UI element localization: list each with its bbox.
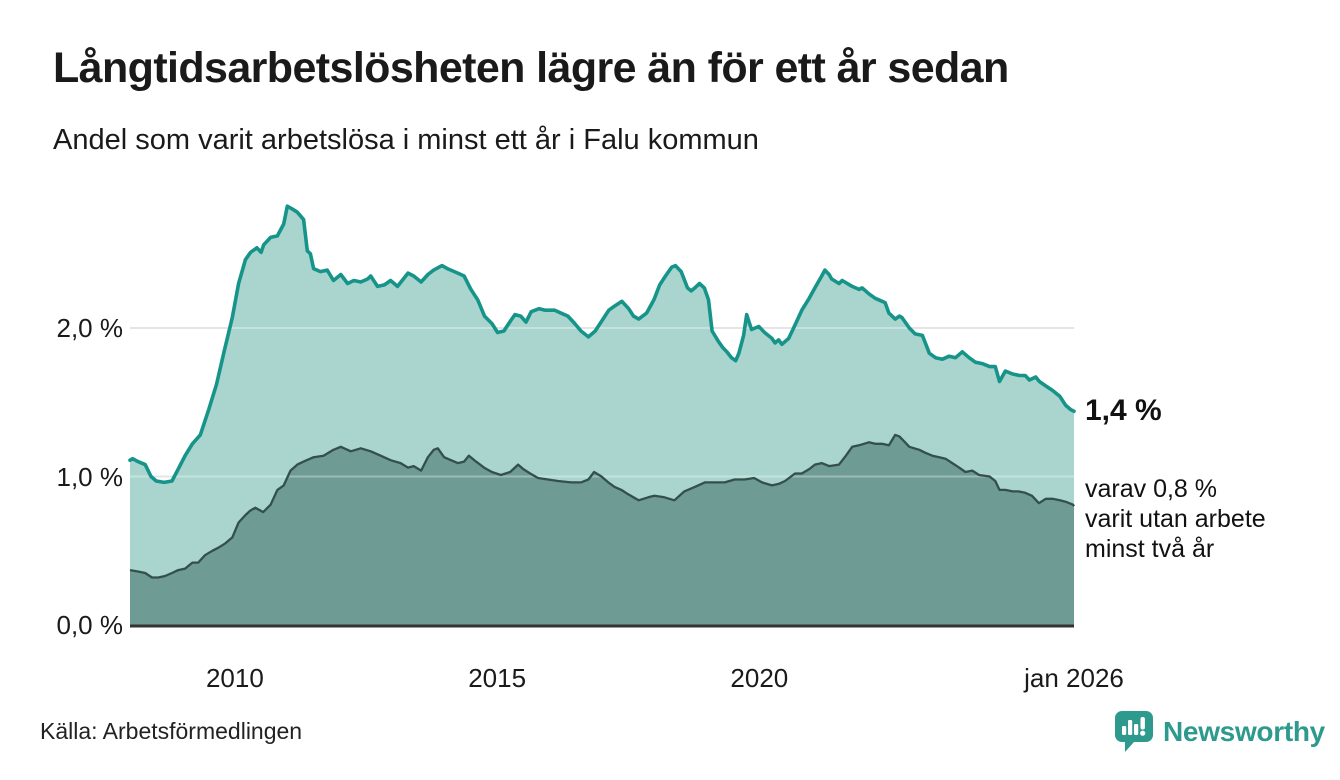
annotation-line: varav 0,8 % xyxy=(1085,475,1218,503)
newsworthy-logo: Newsworthy xyxy=(1114,710,1325,754)
bar-chart-bar xyxy=(1128,720,1133,735)
series-end-value-label: 1,4 % xyxy=(1085,394,1162,427)
exclamation-mark xyxy=(1140,717,1145,730)
newsworthy-logo-icon xyxy=(1115,711,1153,752)
series-annotation: varav 0,8 % varit utan arbete minst två … xyxy=(1085,474,1266,564)
exclamation-dot xyxy=(1140,730,1146,736)
y-axis-tick-label: 0,0 % xyxy=(56,610,124,640)
x-axis-tick-label: 2010 xyxy=(205,663,264,693)
newsworthy-logo-text: Newsworthy xyxy=(1163,716,1325,747)
y-axis-tick-label: 2,0 % xyxy=(56,313,124,343)
y-axis-tick-label: 1,0 % xyxy=(56,461,124,492)
chart-title: Långtidsarbetslösheten lägre än för ett … xyxy=(53,44,1009,92)
annotation-line: minst två år xyxy=(1085,535,1215,563)
line-one-year xyxy=(128,204,1076,485)
bar-chart-bar xyxy=(1134,724,1139,735)
x-axis-tick-label: jan 2026 xyxy=(1024,663,1124,693)
chart-subtitle: Andel som varit arbetslösa i minst ett å… xyxy=(53,124,759,156)
area-two-years xyxy=(130,434,1074,625)
x-axis-tick-label: 2020 xyxy=(730,663,789,693)
x-axis-tick-label: 2015 xyxy=(468,663,527,693)
bar-chart-bar xyxy=(1122,726,1127,735)
annotation-line: varit utan arbete xyxy=(1085,505,1266,533)
line-two-years xyxy=(129,433,1075,579)
source-note: Källa: Arbetsförmedlingen xyxy=(40,718,303,744)
